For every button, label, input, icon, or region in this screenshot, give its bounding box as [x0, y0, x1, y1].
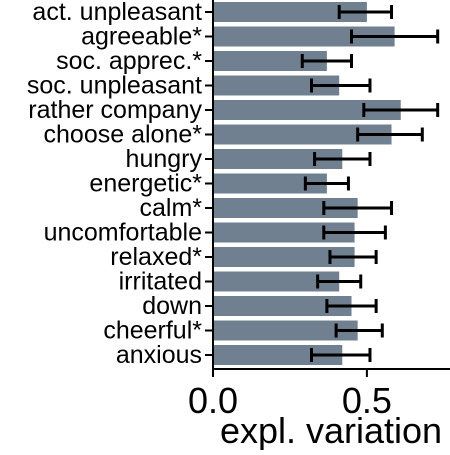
y-tick-label: uncomfortable — [44, 219, 202, 247]
error-bar — [334, 323, 384, 338]
bar — [213, 271, 340, 292]
bar — [213, 345, 343, 365]
bar — [213, 26, 395, 47]
error-bar — [322, 225, 387, 240]
y-tick-label: hungry — [126, 145, 203, 173]
bar — [213, 320, 358, 341]
error-bar — [362, 103, 440, 117]
error-bar — [300, 54, 354, 68]
bar — [213, 75, 340, 96]
bar — [213, 222, 355, 243]
bar — [213, 296, 352, 316]
error-bar — [316, 274, 363, 289]
bar — [213, 149, 343, 169]
y-tick-label: choose alone* — [44, 121, 203, 149]
y-tick-label: energetic* — [89, 170, 202, 198]
error-bar — [322, 201, 394, 215]
bar — [213, 124, 392, 145]
error-bar — [303, 176, 350, 191]
bar — [213, 100, 401, 120]
y-tick-label: act. unpleasant — [32, 0, 202, 26]
error-bar — [350, 29, 440, 44]
y-tick-label: agreeable* — [81, 23, 202, 51]
x-tick-label: 0.0 — [188, 380, 238, 421]
y-tick-label: soc. unpleasant — [27, 72, 202, 100]
y-tick-label: relaxed* — [110, 243, 202, 271]
y-tick-label: calm* — [139, 194, 202, 222]
x-axis: 0.0 0.5 — [188, 368, 450, 421]
error-bar — [309, 348, 372, 362]
y-tick-label: anxious — [116, 341, 202, 369]
y-tick-label: rather company — [28, 96, 202, 124]
x-tick-label: 0.5 — [342, 380, 392, 421]
x-axis-title: expl. variation — [220, 410, 442, 450]
error-bar — [356, 127, 424, 142]
bar — [213, 51, 327, 71]
bar — [213, 198, 358, 218]
y-tick-label: cheerful* — [103, 317, 202, 345]
error-bar — [325, 299, 378, 313]
error-bar — [328, 250, 378, 264]
bar — [213, 247, 355, 267]
y-tick-label: down — [142, 292, 202, 320]
error-bar — [313, 152, 372, 166]
error-bars-layer — [300, 5, 440, 362]
error-bar — [337, 5, 394, 19]
y-tick-label: soc. apprec.* — [56, 47, 202, 75]
error-bar — [309, 78, 372, 93]
bar — [213, 173, 327, 194]
bar — [213, 2, 367, 22]
bars-layer — [213, 2, 401, 365]
y-tick-label: irritated — [119, 268, 202, 296]
